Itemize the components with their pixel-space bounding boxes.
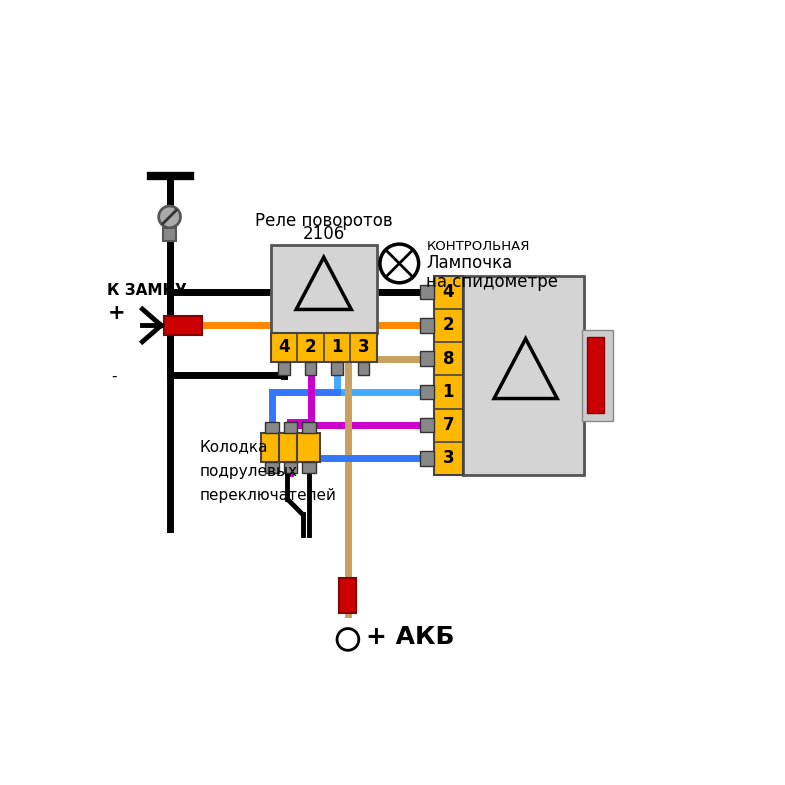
- Bar: [421, 285, 434, 299]
- Bar: [278, 362, 290, 375]
- Bar: [421, 418, 434, 433]
- Bar: [463, 276, 584, 475]
- Bar: [271, 245, 377, 333]
- Bar: [305, 362, 316, 375]
- Text: 3: 3: [443, 449, 454, 467]
- Bar: [339, 578, 356, 613]
- Text: на спидометре: на спидометре: [426, 272, 558, 290]
- Bar: [298, 433, 320, 462]
- Bar: [421, 352, 434, 366]
- Bar: [283, 462, 298, 473]
- Bar: [582, 330, 612, 421]
- Text: -: -: [111, 369, 116, 385]
- Text: Лампочка: Лампочка: [426, 254, 513, 272]
- Circle shape: [380, 244, 418, 283]
- Text: К ЗАМКУ: К ЗАМКУ: [108, 283, 187, 298]
- Bar: [421, 451, 434, 466]
- Bar: [163, 228, 177, 241]
- Text: 4: 4: [443, 283, 454, 301]
- Text: КОНТРОЛЬНАЯ: КОНТРОЛЬНАЯ: [426, 240, 530, 253]
- Text: + АКБ: + АКБ: [366, 625, 455, 649]
- Text: 4: 4: [278, 338, 290, 356]
- Bar: [271, 333, 377, 362]
- Bar: [301, 462, 316, 473]
- Bar: [283, 422, 298, 433]
- Bar: [265, 422, 279, 433]
- Text: 2: 2: [305, 338, 316, 356]
- Circle shape: [159, 206, 181, 228]
- Bar: [331, 362, 343, 375]
- Text: переключателей: переключателей: [200, 488, 337, 503]
- Text: 2: 2: [443, 316, 454, 334]
- Bar: [265, 462, 279, 473]
- Text: 8: 8: [443, 349, 454, 367]
- Text: +: +: [108, 303, 125, 323]
- Text: 2106: 2106: [302, 225, 345, 243]
- Text: 3: 3: [358, 338, 369, 356]
- Bar: [421, 385, 434, 400]
- Bar: [279, 433, 302, 462]
- Bar: [163, 316, 202, 335]
- Bar: [421, 318, 434, 333]
- Bar: [358, 362, 369, 375]
- Text: 1: 1: [331, 338, 343, 356]
- Circle shape: [337, 629, 359, 650]
- Text: 1: 1: [443, 383, 454, 401]
- Text: подрулевых: подрулевых: [200, 464, 298, 479]
- Bar: [261, 433, 284, 462]
- Bar: [301, 422, 316, 433]
- Text: Реле поворотов: Реле поворотов: [255, 212, 392, 230]
- Text: 7: 7: [443, 416, 454, 434]
- Text: Колодка: Колодка: [200, 440, 268, 455]
- Bar: [434, 276, 462, 475]
- Bar: [587, 338, 604, 413]
